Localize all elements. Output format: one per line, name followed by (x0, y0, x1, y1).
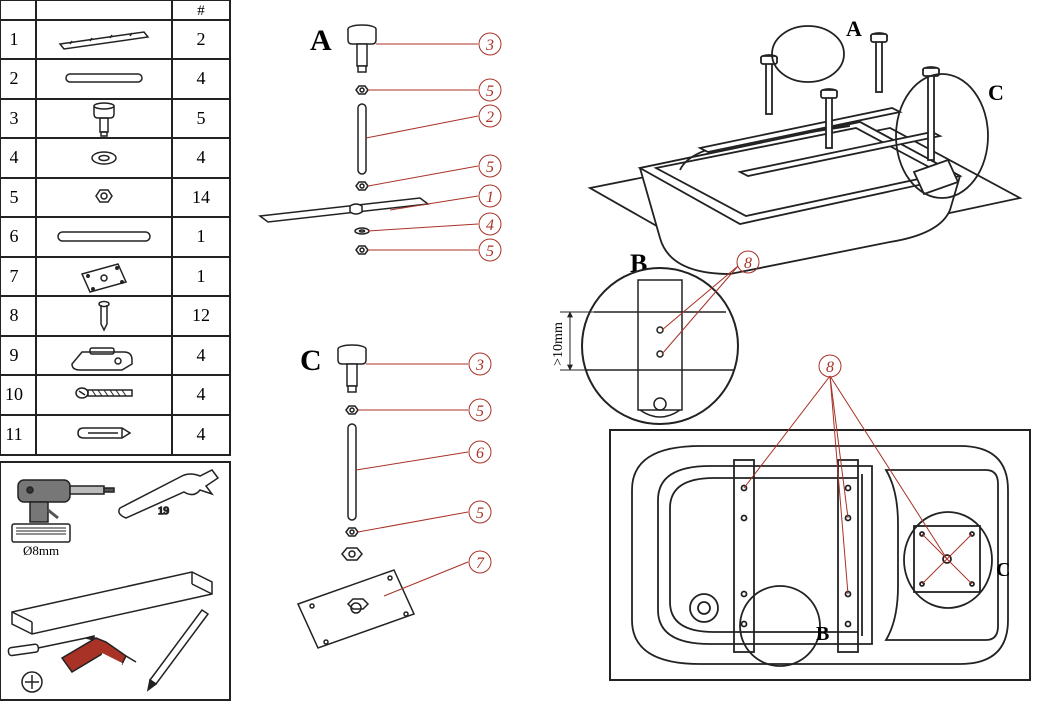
callout: 5 (486, 159, 494, 176)
row-n: 3 (10, 108, 19, 128)
row-q: 1 (197, 266, 206, 286)
row-q: 14 (192, 187, 210, 207)
letter-c: C (300, 344, 322, 377)
row-n: 5 (10, 187, 19, 207)
row-n: 11 (5, 424, 22, 444)
exploded-view-a: A (260, 24, 501, 261)
row-n: 10 (5, 384, 23, 404)
table-header: # (197, 3, 205, 19)
row-n: 1 (10, 29, 19, 49)
callout: 6 (476, 445, 484, 462)
row-n: 2 (10, 68, 19, 88)
row-q: 5 (197, 108, 206, 128)
exploded-view-c: C (298, 344, 491, 648)
row-q: 4 (197, 424, 206, 444)
dimension-label: >10mm (551, 322, 566, 366)
parts-table: # 1 2 2 4 3 5 4 4 5 14 6 1 7 1 8 12 9 4 … (0, 0, 230, 455)
row-n: 9 (10, 345, 19, 365)
callout: 5 (476, 505, 484, 522)
callout: 8 (744, 255, 752, 272)
row-q: 12 (192, 305, 210, 325)
detail-b: B >10mm 8 (551, 249, 759, 424)
callout: 1 (486, 189, 494, 206)
callout: 3 (485, 37, 494, 54)
callout: 4 (486, 217, 494, 234)
callout: 8 (826, 359, 834, 376)
letter-a: A (310, 24, 332, 57)
row-n: 6 (10, 226, 19, 246)
callout: 2 (486, 109, 494, 126)
iso-label-c: C (988, 80, 1004, 105)
row-q: 4 (197, 68, 206, 88)
callout: 3 (475, 357, 484, 374)
drill-bit-label: Ø8mm (23, 543, 59, 558)
callout: 7 (476, 555, 485, 572)
row-q: 1 (197, 226, 206, 246)
row-n: 8 (10, 305, 19, 325)
row-q: 2 (197, 29, 206, 49)
row-q: 4 (197, 384, 206, 404)
tools-panel: Ø8mm 19 (0, 462, 230, 700)
iso-assembly: A C (590, 16, 1020, 274)
row-q: 4 (197, 147, 206, 167)
row-q: 4 (197, 345, 206, 365)
plan-label-b: B (816, 623, 829, 645)
row-n: 4 (10, 147, 19, 167)
plan-label-c: C (996, 559, 1010, 581)
wrench-size: 19 (158, 505, 170, 517)
callout: 5 (486, 243, 494, 260)
callout: 5 (486, 83, 494, 100)
row-n: 7 (10, 266, 19, 286)
callout: 5 (476, 403, 484, 420)
iso-label-a: A (846, 16, 862, 41)
